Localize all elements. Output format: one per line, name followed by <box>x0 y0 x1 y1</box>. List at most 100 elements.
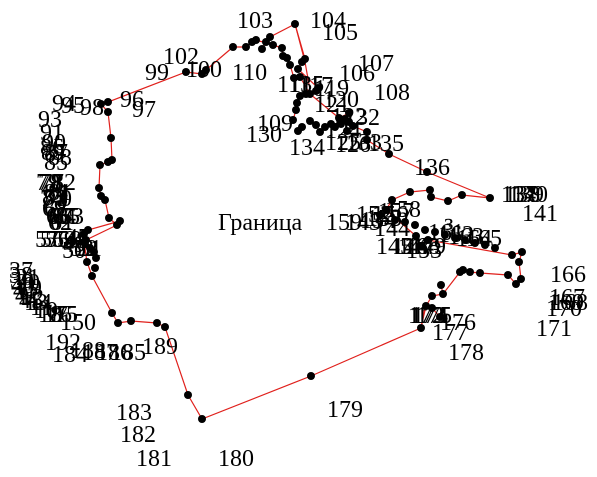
vertex-label-86: 86 <box>40 135 64 161</box>
vertex-label-60: 60 <box>58 227 82 253</box>
vertex-label-103: 103 <box>237 8 273 34</box>
boundary-vertex <box>198 70 206 78</box>
vertex-label-177: 177 <box>432 320 468 346</box>
boundary-vertex <box>252 36 260 44</box>
vertex-label-79: 79 <box>36 170 60 196</box>
vertex-label-135: 135 <box>368 131 404 157</box>
boundary-vertex <box>286 61 294 69</box>
boundary-vertex <box>416 242 424 250</box>
vertex-label-187: 187 <box>82 340 118 366</box>
boundary-vertex <box>471 239 479 247</box>
boundary-vertex <box>293 99 301 107</box>
boundary-vertex <box>289 116 297 124</box>
boundary-vertex <box>428 292 436 300</box>
boundary-vertex <box>343 127 351 135</box>
vertex-label-94: 94 <box>52 91 76 117</box>
vertex-label-138: 138 <box>504 182 540 208</box>
boundary-vertex <box>459 266 467 274</box>
vertex-label-172: 172 <box>408 303 444 329</box>
boundary-vertex <box>283 54 291 62</box>
boundary-vertex <box>406 188 414 196</box>
vertex-label-37: 37 <box>9 258 33 284</box>
vertex-label-189: 189 <box>142 334 178 360</box>
vertex-label-188: 188 <box>70 338 106 364</box>
boundary-vertex <box>290 74 298 82</box>
boundary-vertex <box>306 117 314 125</box>
boundary-vertex <box>242 43 250 51</box>
vertex-label-65: 65 <box>56 204 80 230</box>
vertex-label-100: 100 <box>186 57 222 83</box>
vertex-label-21: 21 <box>16 265 40 291</box>
boundary-vertex <box>321 123 329 131</box>
vertex-label-161: 161 <box>428 220 464 246</box>
vertex-label-178: 178 <box>448 340 484 366</box>
vertex-label-18: 18 <box>38 302 62 328</box>
boundary-vertex <box>91 264 99 272</box>
boundary-vertex <box>184 391 192 399</box>
vertex-label-87: 87 <box>44 140 68 166</box>
vertex-label-42: 42 <box>15 283 39 309</box>
boundary-vertex <box>104 108 112 116</box>
vertex-label-121: 121 <box>314 92 350 118</box>
vertex-label-62: 62 <box>48 210 72 236</box>
boundary-vertex <box>451 234 459 242</box>
vertex-label-55: 55 <box>45 227 69 253</box>
vertex-label-107: 107 <box>358 51 394 77</box>
vertex-label-175: 175 <box>416 303 452 329</box>
vertex-label-124: 124 <box>325 118 361 144</box>
boundary-vertex <box>161 323 169 331</box>
boundary-vertex <box>508 251 516 259</box>
caption-tail-text: з <box>444 210 453 236</box>
vertex-label-146: 146 <box>392 234 428 260</box>
vertex-label-66: 66 <box>46 204 70 230</box>
boundary-vertex <box>382 206 390 214</box>
vertex-label-148: 148 <box>404 234 440 260</box>
vertex-label-113: 113 <box>277 72 312 98</box>
vertex-label-73: 73 <box>44 186 68 212</box>
vertex-label-68: 68 <box>44 196 68 222</box>
vertex-label-97: 97 <box>132 97 156 123</box>
vertex-label-130: 130 <box>246 122 282 148</box>
boundary-vertex <box>153 319 161 327</box>
boundary-vertex <box>107 134 115 142</box>
vertex-label-88: 88 <box>48 145 72 171</box>
vertex-label-52: 52 <box>74 236 98 262</box>
vertex-label-174: 174 <box>412 303 448 329</box>
boundary-vertex <box>104 158 112 166</box>
vertex-label-83: 83 <box>42 185 66 211</box>
vertex-label-56: 56 <box>40 227 64 253</box>
boundary-caption-text: Граница <box>218 210 303 236</box>
vertex-label-82: 82 <box>52 170 76 196</box>
vertex-label-20: 20 <box>16 270 40 296</box>
vertex-label-53: 53 <box>70 236 94 262</box>
boundary-vertex <box>376 211 384 219</box>
vertex-label-149: 149 <box>410 234 446 260</box>
boundary-vertex <box>269 41 277 49</box>
boundary-vertex <box>515 258 523 266</box>
boundary-vertex <box>298 58 306 66</box>
boundary-vertex <box>417 324 425 332</box>
vertex-label-49: 49 <box>62 232 86 258</box>
vertex-label-110: 110 <box>232 60 267 86</box>
vertex-label-182: 182 <box>120 422 156 448</box>
vertex-label-19: 19 <box>18 275 42 301</box>
boundary-caption: Граница 159 з <box>218 210 453 236</box>
boundary-vertex <box>97 100 105 108</box>
boundary-vertex <box>423 168 431 176</box>
vertex-label-47: 47 <box>66 225 90 251</box>
boundary-vertex <box>431 228 439 236</box>
vertex-label-144: 144 <box>374 216 410 242</box>
boundary-vertex <box>439 290 447 298</box>
boundary-vertex <box>312 87 320 95</box>
vertex-label-61: 61 <box>50 210 74 236</box>
vertex-label-74: 74 <box>40 186 64 212</box>
vertex-label-15: 15 <box>54 302 78 328</box>
vertex-label-77: 77 <box>40 170 64 196</box>
vertex-label-104: 104 <box>310 8 346 34</box>
vertex-label-117: 117 <box>298 73 333 99</box>
vertex-label-126: 126 <box>335 132 371 158</box>
vertex-label-16: 16 <box>48 302 72 328</box>
vertex-label-91: 91 <box>40 120 64 146</box>
vertex-label-84: 84 <box>44 180 68 206</box>
